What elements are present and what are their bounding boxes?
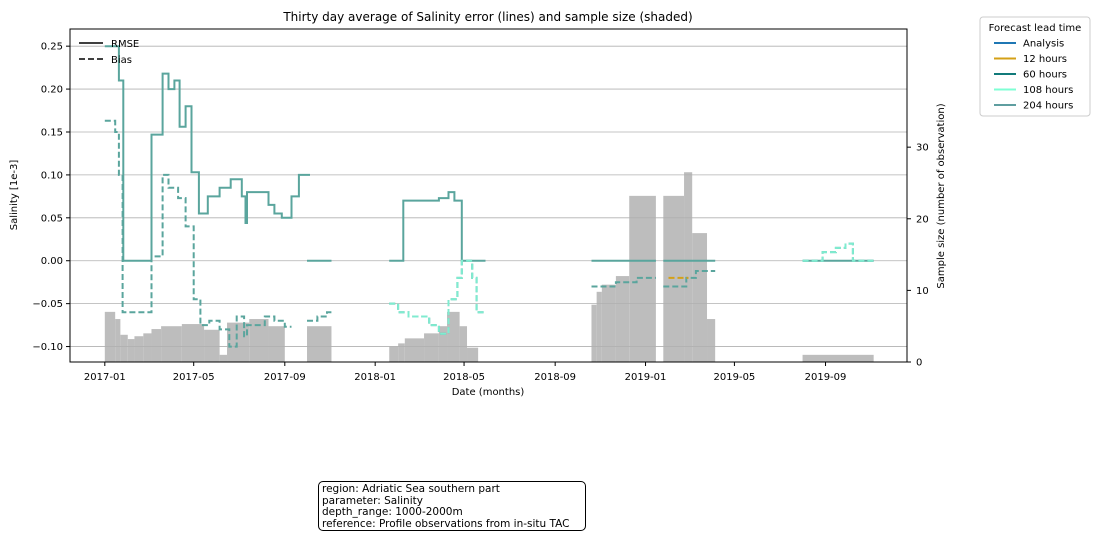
bias-line-204-hours [307,311,332,322]
bias-line-204-hours [663,270,716,288]
sample-size-bar [707,319,716,362]
bias-line-204-hours [591,276,656,288]
sample-size-bar [268,326,285,362]
sample-size-bar [591,304,597,362]
bias-line-204-hours [389,259,486,335]
y-tick-label: −0.05 [32,299,63,310]
sample-size-bar [143,333,152,362]
grid [70,45,907,347]
y-tick-label: 0.20 [41,85,63,96]
x-tick-label: 2019-05 [714,372,756,383]
x-tick-label: 2018-09 [534,372,576,383]
legend-box [979,16,1091,117]
legend-label: 60 hours [1023,70,1067,81]
sample-size-bar [615,276,630,362]
sample-size-bar [307,326,332,362]
y-tick-label: 0.00 [41,256,63,267]
info-box: region: Adriatic Sea southern part param… [318,481,586,531]
x-tick-label: 2017-09 [264,372,306,383]
sample-size-bar [181,324,205,362]
sample-size-bar [219,354,228,362]
sample-size-bar [424,333,439,362]
sample-size-bar [596,291,602,362]
sample-size-bar [684,172,693,362]
x-tick-label: 2019-01 [625,372,667,383]
y-tick-label: 0.05 [41,213,63,224]
y-tick-label: 0.15 [41,127,63,138]
x-tick-label: 2017-05 [173,372,215,383]
sample-size-bar [204,329,220,362]
info-depth-range: depth_range: 1000-2000m [322,506,463,519]
rmse-legend-label: RMSE [111,39,139,50]
sample-size-bar [663,195,685,362]
x-axis-label: Date (months) [452,387,525,398]
legend-label: 204 hours [1023,101,1073,112]
y-tick-label: 0.10 [41,170,63,181]
x-tick-label: 2017-01 [84,372,126,383]
sample-size-bar [802,354,874,362]
bias-line-108-hours [802,242,874,262]
y2-axis-label: Sample size (number of observation) [936,103,947,288]
x-tick-label: 2019-09 [805,372,847,383]
sample-size-bar [438,326,448,362]
y-tick-label: −0.10 [32,342,63,353]
sample-size-bar [227,322,250,362]
legend-label: 12 hours [1023,54,1067,65]
chart-title: Thirty day average of Salinity error (li… [282,10,692,24]
bias-line-204-hours [104,119,292,348]
sample-size-bar [692,233,708,362]
y2-tick-label: 0 [916,358,922,369]
y2-tick-label: 10 [916,286,929,297]
x-tick-label: 2018-05 [443,372,485,383]
sample-size-bar [467,347,479,362]
y-tick-label: 0.25 [41,42,63,53]
sample-size-bar [629,195,656,362]
sample-size-bar [120,334,128,362]
sample-size-bar [104,311,116,362]
y-axis-label: Salinity [1e-3] [9,160,20,231]
legend-label: 108 hours [1023,85,1073,96]
error-lines [104,45,874,348]
sample-size-bar [127,339,135,362]
rmse-line-204-hours [389,191,486,262]
sample-size-bar [404,338,425,362]
sample-size-bars [104,172,874,362]
sample-size-bar [249,319,269,362]
info-reference: reference: Profile observations from in-… [322,517,570,530]
sample-size-bar [161,326,182,362]
y2-tick-label: 30 [916,143,929,154]
rmse-line-204-hours [104,45,310,262]
sample-size-bar [389,346,399,362]
bias-legend-label: Bias [111,55,132,66]
info-region: region: Adriatic Sea southern part [322,483,500,495]
sample-size-bar [151,329,162,362]
sample-size-bar [459,326,468,362]
sample-size-bar [601,284,616,362]
sample-size-bar [398,343,405,362]
y2-tick-label: 20 [916,214,929,225]
axes: 2017-01 2017-05 2017-09 2018-01 2018-05 2018-… [32,42,928,383]
bias-line-204-hours [802,242,874,262]
lead-time-legend: Forecast lead time Analysis 12 hours 60 ho… [979,16,1091,117]
legend-label: Analysis [1023,39,1064,50]
legend-title: Forecast lead time [989,23,1082,34]
style-legend: RMSE Bias [79,39,139,66]
bias-line-108-hours [389,259,486,335]
info-parameter: parameter: Salinity [322,494,423,507]
sample-size-bar [115,319,121,362]
sample-size-bar [134,336,144,362]
sample-size-bar [447,311,460,362]
plot-frame [69,28,908,363]
x-tick-label: 2018-01 [354,372,396,383]
